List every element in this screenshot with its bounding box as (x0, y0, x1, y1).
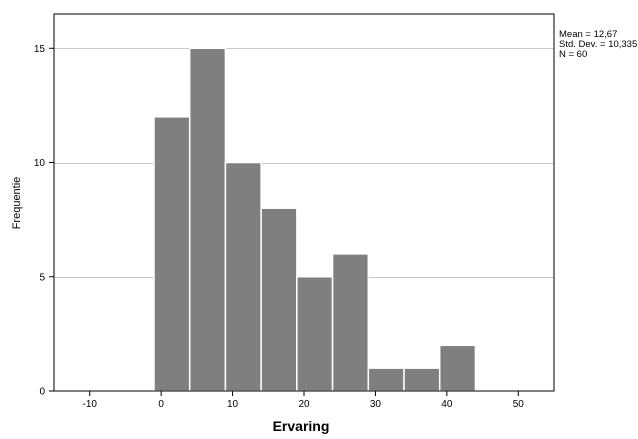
gridlines (54, 48, 554, 278)
histogram-bar (260, 207, 298, 392)
x-axis-title: Ervaring (273, 418, 330, 434)
histogram-bar (224, 161, 262, 392)
x-tick-label: 0 (158, 399, 164, 410)
histogram-bar (153, 116, 191, 392)
histogram-bar (296, 276, 334, 392)
x-tick-label: 40 (441, 399, 453, 410)
axis-ticks (49, 47, 519, 396)
y-axis-title: Frequentie (11, 177, 23, 230)
x-tick-label: 10 (227, 399, 239, 410)
y-tick-label: 5 (39, 272, 45, 283)
y-tick-label: 10 (34, 158, 46, 169)
histogram-bar (331, 253, 370, 392)
x-tick-label: 50 (513, 399, 525, 410)
histogram-bars (153, 47, 477, 392)
stats-std-dev: Std. Dev. = 10,335 (559, 39, 637, 50)
x-tick-label: 20 (298, 399, 310, 410)
y-tick-label: 15 (34, 44, 46, 55)
histogram-bar (403, 367, 441, 392)
stats-n: N = 60 (559, 49, 587, 60)
histogram-bar (438, 344, 477, 392)
stats-mean: Mean = 12,67 (559, 29, 617, 40)
histogram-bar (188, 47, 227, 392)
x-tick-label: 30 (370, 399, 382, 410)
histogram-bar (367, 367, 405, 392)
y-tick-label: 0 (39, 387, 45, 398)
axis-tick-labels: -10 0 10 20 30 40 50 0 5 10 15 (34, 44, 524, 410)
x-tick-label: -10 (82, 399, 97, 410)
